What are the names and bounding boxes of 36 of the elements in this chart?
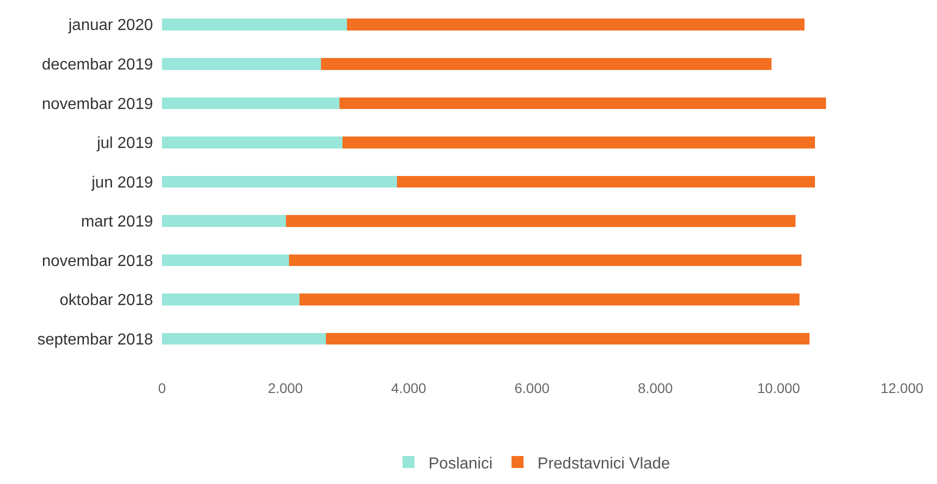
x-tick-label: 10.000 [757, 380, 800, 396]
x-tick-label: 12.000 [880, 380, 924, 396]
bar [162, 97, 340, 110]
bar [342, 136, 816, 148]
bar [162, 58, 322, 70]
bar [162, 136, 343, 148]
bar [326, 332, 810, 345]
y-tick-label: jun 2019 [90, 174, 154, 192]
bar [162, 332, 326, 345]
bar [286, 215, 796, 227]
y-tick-label: mart 2019 [80, 214, 154, 231]
bar [289, 254, 802, 266]
y-tick-label: januar 2020 [67, 17, 154, 34]
y-tick-label: septembar 2018 [37, 331, 154, 348]
x-tick-label: 2.000 [268, 380, 304, 396]
bar [396, 176, 816, 188]
y-tick-label: novembar 2019 [42, 96, 154, 113]
bar [162, 18, 347, 31]
bar [162, 176, 397, 188]
bar [340, 97, 826, 110]
legend-label: Poslanici [428, 455, 493, 472]
x-tick-label: 0 [158, 380, 166, 396]
bar [162, 254, 290, 266]
bar [162, 294, 300, 306]
legend-label: Predstavnici Vlade [538, 455, 670, 472]
x-tick-label: 4.000 [391, 380, 426, 396]
y-tick-label: oktobar 2018 [60, 292, 154, 310]
bar [162, 215, 286, 227]
bar [300, 294, 800, 306]
y-tick-label: jul 2019 [96, 135, 154, 152]
x-tick-label: 8.000 [638, 380, 674, 396]
y-tick-label: novembar 2018 [42, 252, 154, 270]
bar [347, 18, 805, 31]
x-tick-label: 6.000 [514, 380, 550, 396]
y-tick-label: decembar 2019 [42, 56, 154, 74]
bar [321, 58, 772, 70]
